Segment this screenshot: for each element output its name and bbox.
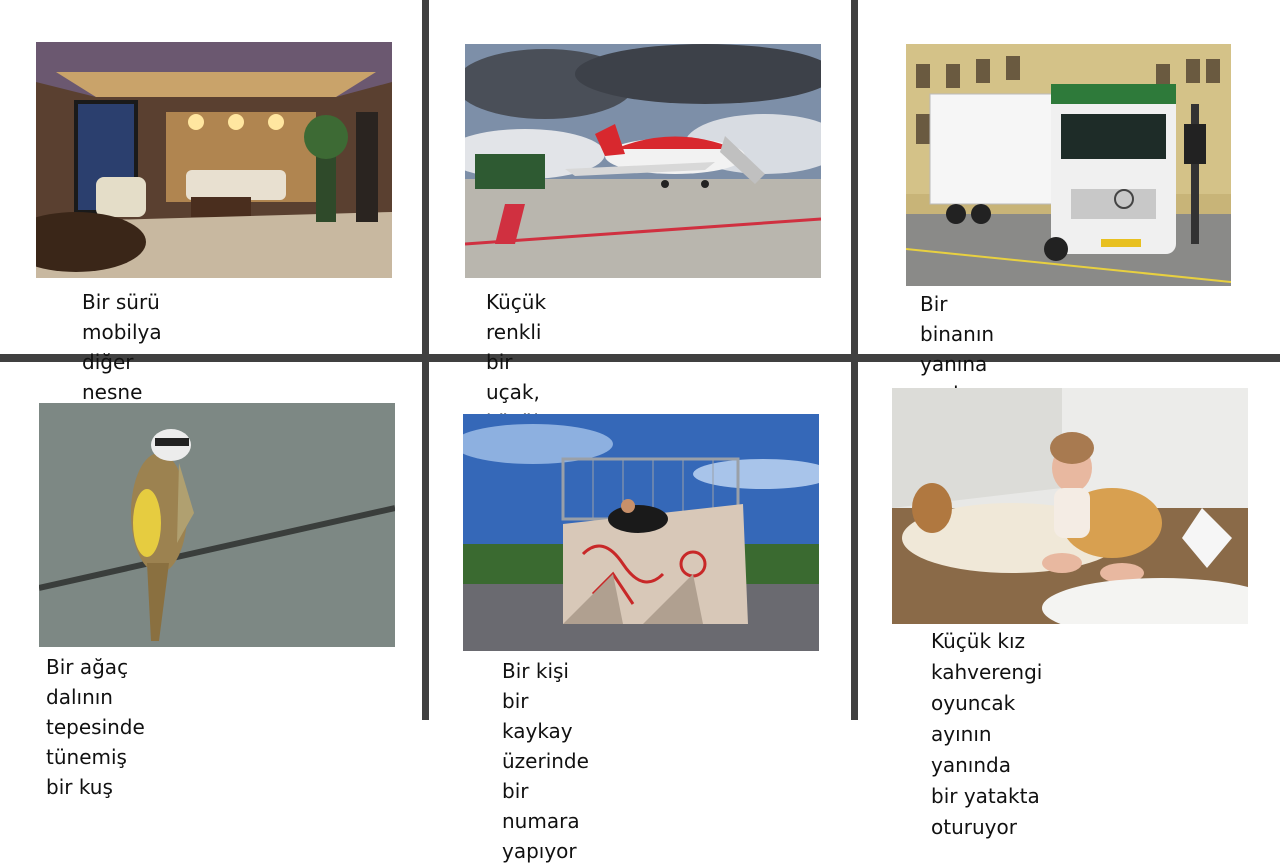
caption-baby: Küçük kız kahverengi oyuncak ayının yanı…	[931, 629, 1043, 839]
truck-photo	[906, 44, 1231, 286]
skateboard-photo	[463, 414, 819, 651]
grid-horizontal-divider	[0, 354, 1280, 362]
living-room-photo	[36, 42, 392, 278]
airplane-photo	[465, 44, 821, 278]
baby-photo	[892, 388, 1248, 624]
caption-skateboard: Bir kişi bir kaykay üzerinde bir numara …	[502, 659, 589, 863]
bird-photo	[39, 403, 395, 647]
caption-bird: Bir ağaç dalının tepesinde tünemiş bir k…	[46, 655, 145, 799]
